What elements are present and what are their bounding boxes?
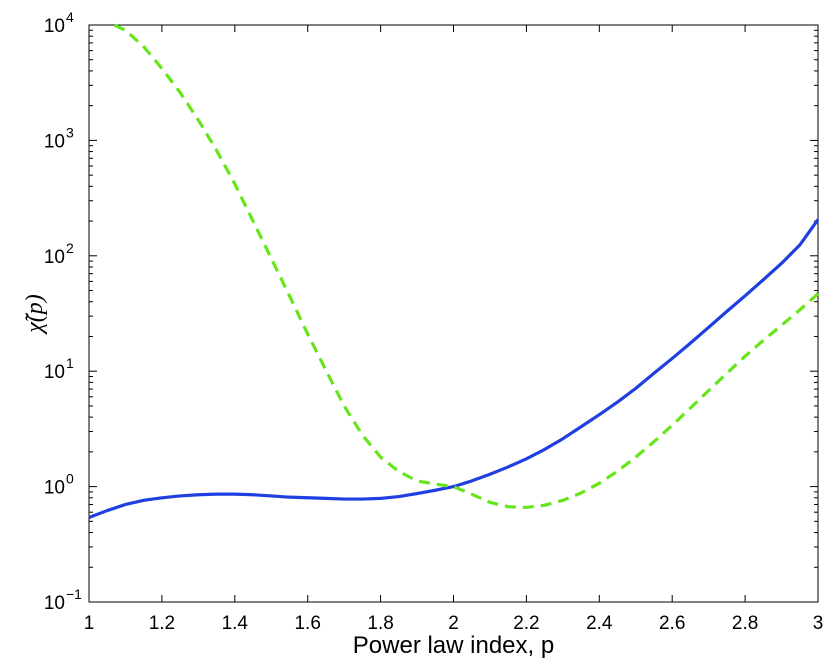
x-axis: 1 1.2 1.4 1.6 1.8 2 2.2 2.4 2.6 2.8 3: [84, 25, 824, 634]
y-tick-exponent: 1: [66, 355, 74, 371]
x-axis-label: Power law index, p: [353, 632, 554, 659]
y-axis-label: χ̃(p): [22, 294, 48, 335]
y-tick-base: 10: [44, 16, 65, 37]
y-tick-base: 10: [44, 478, 65, 499]
x-tick-label: 1.4: [222, 613, 249, 634]
x-tick-label: 2: [448, 613, 459, 634]
y-tick-label: 10: [44, 593, 65, 614]
x-tick-label: 2.8: [732, 613, 758, 634]
x-tick-label: 1.2: [149, 613, 175, 634]
y-tick-base: 10: [44, 131, 65, 152]
x-tick-label: 2.4: [586, 613, 613, 634]
series-line-1: [88, 218, 820, 519]
y-tick-base: 10: [44, 362, 65, 383]
y-tick-label: 10: [44, 247, 65, 268]
x-tick-label: 2.2: [513, 613, 539, 634]
y-tick-base: 10: [44, 593, 65, 614]
series-line-2: [113, 23, 820, 510]
y-tick-label: 10: [44, 131, 65, 152]
series-layer: [88, 23, 820, 519]
y-tick-base: 10: [44, 247, 65, 268]
y-tick-exponent: 4: [66, 9, 74, 25]
y-tick-label: 10: [44, 16, 65, 37]
y-tick-label: 10: [44, 478, 65, 499]
x-tick-label: 2.6: [659, 613, 685, 634]
y-tick-label: 10: [44, 362, 65, 383]
y-tick-exponent: −1: [66, 586, 82, 602]
plot-area: [88, 24, 819, 603]
x-tick-label: 1.6: [294, 613, 320, 634]
x-tick-label: 1: [84, 613, 95, 634]
y-tick-exponent: 0: [66, 471, 74, 487]
x-tick-label: 1.8: [367, 613, 393, 634]
y-tick-exponent: 2: [66, 240, 74, 256]
x-tick-label: 3: [813, 613, 824, 634]
y-tick-exponent: 3: [66, 124, 74, 140]
